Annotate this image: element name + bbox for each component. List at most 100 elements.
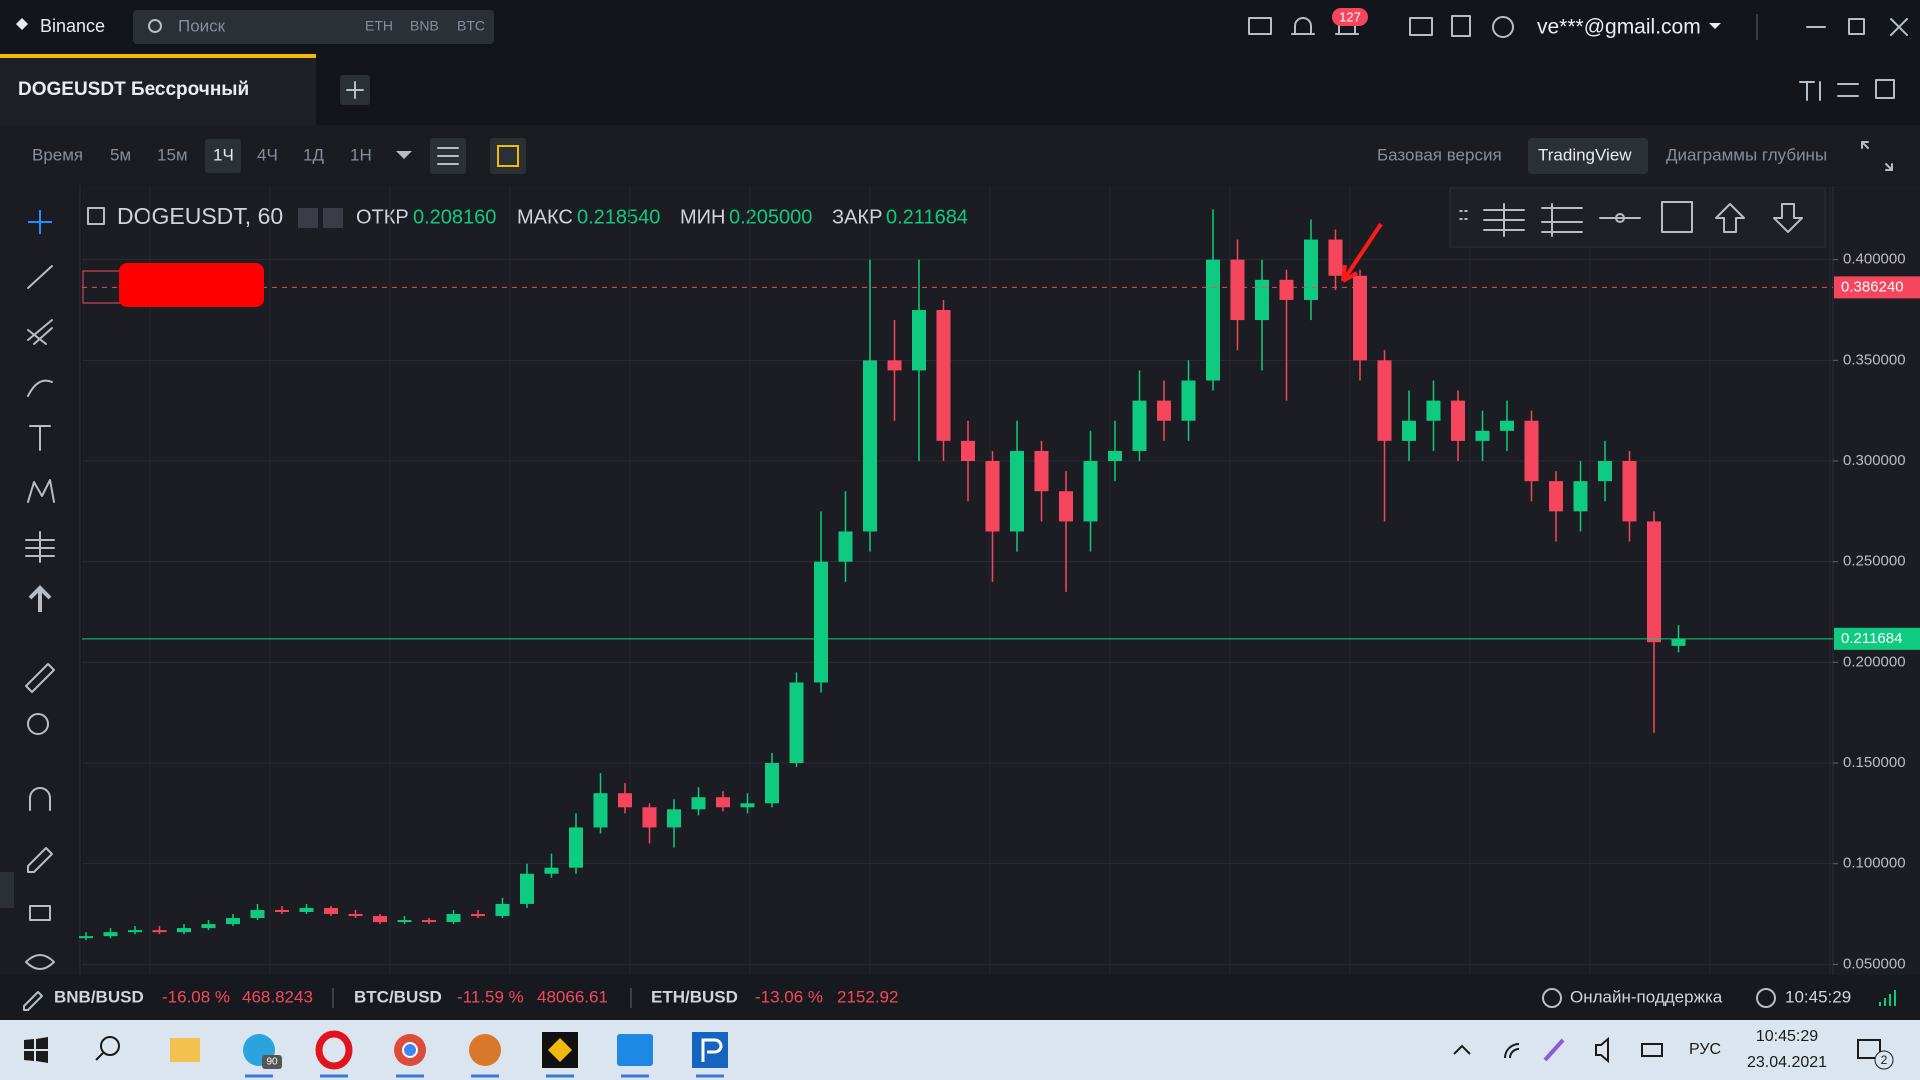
clock-date[interactable]: 23.04.2021 bbox=[1747, 1054, 1827, 1071]
candle-body bbox=[422, 920, 436, 923]
clock-time[interactable]: 10:45:29 bbox=[1756, 1028, 1818, 1045]
explorer-icon[interactable] bbox=[170, 1038, 200, 1062]
app-icon[interactable] bbox=[469, 1034, 501, 1066]
tool-button[interactable] bbox=[1599, 213, 1641, 223]
interval[interactable]: 1Н bbox=[350, 145, 372, 164]
alarm-icon[interactable] bbox=[1291, 17, 1315, 35]
ticker-pair[interactable]: BTC/BUSD bbox=[354, 987, 442, 1006]
visibility-tool[interactable] bbox=[25, 954, 55, 970]
reports-icon[interactable] bbox=[1451, 15, 1471, 37]
fib-tool[interactable] bbox=[27, 319, 53, 345]
collapse-icon[interactable] bbox=[87, 207, 105, 225]
interval[interactable]: 4Ч bbox=[257, 145, 278, 164]
templates-button[interactable] bbox=[490, 138, 526, 174]
plot: 0.050000 0.100000 0.150000 0.200000 0.250000… bbox=[79, 186, 1920, 973]
tool-button[interactable] bbox=[1483, 203, 1525, 237]
account-icon[interactable] bbox=[1492, 16, 1514, 38]
volume-icon[interactable] bbox=[1595, 1036, 1609, 1064]
candle-body bbox=[373, 916, 387, 923]
pattern-tool[interactable] bbox=[27, 479, 55, 503]
brand[interactable]: Binance bbox=[40, 16, 105, 36]
edit-icon[interactable] bbox=[23, 991, 43, 1011]
interval[interactable]: 15м bbox=[157, 145, 188, 164]
search-tag[interactable]: BNB bbox=[410, 18, 439, 34]
candle-body bbox=[1451, 400, 1465, 441]
tool-button[interactable] bbox=[1661, 201, 1693, 233]
text-icon[interactable] bbox=[1799, 81, 1821, 101]
interval[interactable]: 5м bbox=[110, 145, 131, 164]
close-button[interactable] bbox=[1890, 18, 1908, 36]
interval[interactable]: 1Ч bbox=[213, 145, 234, 164]
view-option[interactable]: TradingView bbox=[1538, 145, 1632, 164]
tool-button[interactable] bbox=[1541, 203, 1583, 237]
brush-tool[interactable] bbox=[27, 379, 53, 397]
time-label[interactable]: Время bbox=[32, 145, 83, 164]
arrow-tool[interactable] bbox=[28, 585, 52, 612]
tray-expand[interactable] bbox=[1453, 1044, 1471, 1055]
candle-body bbox=[863, 360, 877, 532]
candle-body bbox=[618, 793, 632, 808]
prediction-tool[interactable] bbox=[25, 531, 55, 563]
candle-body bbox=[544, 867, 559, 874]
gear-icon[interactable] bbox=[323, 208, 343, 228]
panel-toggle[interactable] bbox=[0, 872, 14, 908]
tool-button[interactable] bbox=[1715, 203, 1745, 233]
zoom-tool[interactable] bbox=[27, 713, 49, 735]
maximize-button[interactable] bbox=[1848, 18, 1865, 35]
legend-value: 0.211684 bbox=[886, 206, 968, 228]
search-button[interactable] bbox=[100, 1036, 120, 1056]
active-view[interactable] bbox=[1528, 138, 1648, 174]
battery-icon[interactable] bbox=[1641, 1043, 1663, 1057]
language[interactable]: РУС bbox=[1689, 1041, 1721, 1058]
lock-drawing-tool[interactable] bbox=[27, 847, 53, 873]
fullscreen-icon[interactable] bbox=[1861, 141, 1893, 171]
magnet-tool[interactable] bbox=[29, 787, 51, 811]
search-tag[interactable]: BTC bbox=[457, 18, 485, 34]
ticker-pair[interactable]: BNB/BUSD bbox=[54, 987, 144, 1006]
candle-body bbox=[691, 797, 706, 810]
candle-body bbox=[1206, 259, 1220, 381]
candle-body bbox=[324, 907, 338, 915]
start-button[interactable] bbox=[24, 1037, 48, 1063]
candle-body bbox=[348, 914, 363, 917]
candle-body bbox=[177, 928, 191, 933]
opera-icon[interactable] bbox=[315, 1030, 353, 1070]
layout-icon[interactable] bbox=[1875, 79, 1895, 99]
y-tick-label: 0.400000 bbox=[1843, 251, 1906, 268]
wallet-icon[interactable] bbox=[1248, 17, 1272, 35]
price-label: 0.211684 bbox=[1841, 630, 1902, 647]
settings-icon[interactable] bbox=[1837, 83, 1859, 97]
view-option[interactable]: Диаграммы глубины bbox=[1666, 145, 1827, 164]
search-box[interactable] bbox=[133, 10, 494, 44]
trend-line-tool[interactable] bbox=[27, 265, 53, 289]
support-icon[interactable] bbox=[1542, 988, 1562, 1008]
ruler-tool[interactable] bbox=[25, 663, 55, 693]
action-center[interactable] bbox=[1857, 1039, 1881, 1059]
cloud-app-icon[interactable] bbox=[617, 1034, 653, 1066]
lock-tool[interactable] bbox=[29, 905, 51, 921]
crosshair-tool[interactable] bbox=[28, 210, 52, 234]
dropdown-arrow[interactable] bbox=[1709, 23, 1721, 29]
search-tag[interactable]: ETH bbox=[365, 18, 393, 34]
candle-body bbox=[1304, 239, 1318, 300]
candle-body bbox=[985, 461, 1000, 532]
support-link[interactable]: Онлайн-поддержка bbox=[1570, 987, 1723, 1006]
tool-button[interactable] bbox=[1773, 203, 1803, 233]
drag-handle[interactable] bbox=[1459, 210, 1468, 220]
ticker-pair[interactable]: ETH/BUSD bbox=[651, 987, 738, 1006]
candle-body bbox=[1255, 279, 1269, 321]
tab-title[interactable]: DOGEUSDT Бессрочный bbox=[18, 79, 249, 100]
eye-icon[interactable] bbox=[298, 208, 318, 228]
p-app-icon[interactable] bbox=[692, 1032, 728, 1068]
text-tool[interactable] bbox=[29, 425, 51, 451]
candle-body bbox=[814, 561, 828, 683]
active-tab[interactable] bbox=[0, 54, 316, 125]
orders-icon[interactable] bbox=[1409, 17, 1433, 36]
view-option[interactable]: Базовая версия bbox=[1377, 145, 1502, 164]
interval[interactable]: 1Д bbox=[303, 145, 324, 164]
account-email[interactable]: ve***@gmail.com bbox=[1537, 16, 1701, 39]
network-icon[interactable] bbox=[1504, 1043, 1520, 1059]
interval-dropdown[interactable] bbox=[396, 151, 412, 159]
logo[interactable] bbox=[16, 18, 28, 30]
pen-icon[interactable] bbox=[1543, 1038, 1565, 1062]
